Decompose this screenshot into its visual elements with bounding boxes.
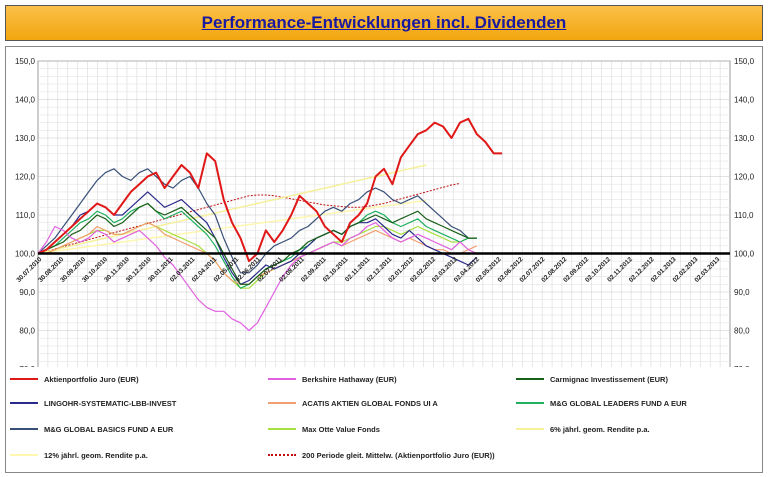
- chart-title: Performance-Entwicklungen incl. Dividend…: [201, 13, 567, 32]
- legend-label: 12% jährl. geom. Rendite p.a.: [44, 450, 148, 460]
- legend-label: Aktienportfolio Juro (EUR): [44, 374, 139, 384]
- chart-svg: 70,070,080,080,090,090,0100,0100,0110,01…: [15, 57, 755, 374]
- legend-label: M&G GLOBAL LEADERS FUND A EUR: [550, 398, 687, 408]
- legend-item: 6% jährl. geom. Rendite p.a.: [516, 423, 650, 435]
- legend-item: 12% jährl. geom. Rendite p.a.: [10, 449, 148, 461]
- y-tick-label-left: 80,0: [19, 327, 35, 336]
- legend-label: Berkshire Hathaway (EUR): [302, 374, 397, 384]
- y-tick-label-left: 140,0: [15, 96, 36, 105]
- legend-label: Max Otte Value Fonds: [302, 424, 380, 434]
- legend-label: M&G GLOBAL BASICS FUND A EUR: [44, 424, 174, 434]
- y-tick-label-right: 90,0: [734, 288, 750, 297]
- legend-swatch: [516, 428, 544, 430]
- legend-swatch: [516, 378, 544, 380]
- y-tick-label-right: 140,0: [734, 96, 755, 105]
- legend-item: Aktienportfolio Juro (EUR): [10, 373, 139, 385]
- y-tick-label-right: 100,0: [734, 250, 755, 259]
- y-tick-label-left: 90,0: [19, 288, 35, 297]
- legend: Aktienportfolio Juro (EUR) Berkshire Hat…: [6, 367, 762, 472]
- legend-item: Carmignac Investissement (EUR): [516, 373, 668, 385]
- y-tick-label-right: 110,0: [734, 211, 754, 220]
- y-tick-label-right: 120,0: [734, 173, 755, 182]
- y-tick-label-left: 130,0: [15, 134, 36, 143]
- legend-item: LINGOHR-SYSTEMATIC-LBB-INVEST: [10, 397, 176, 409]
- y-tick-label-right: 130,0: [734, 134, 755, 143]
- legend-item: M&G GLOBAL BASICS FUND A EUR: [10, 423, 173, 435]
- legend-swatch: [10, 402, 38, 404]
- legend-item: 200 Periode gleit. Mittelw. (Aktienportf…: [268, 449, 495, 461]
- series-line: [37, 182, 461, 254]
- y-tick-label-left: 100,0: [15, 250, 36, 259]
- legend-item: Max Otte Value Fonds: [268, 423, 380, 435]
- legend-label: LINGOHR-SYSTEMATIC-LBB-INVEST: [44, 398, 177, 408]
- y-tick-label-right: 150,0: [734, 57, 755, 66]
- legend-item: ACATIS AKTIEN GLOBAL FONDS UI A: [268, 397, 438, 409]
- series-line: [37, 202, 477, 285]
- legend-swatch: [10, 428, 38, 430]
- series-line: [37, 199, 427, 255]
- y-tick-label-left: 120,0: [15, 173, 36, 182]
- legend-swatch: [10, 378, 38, 380]
- legend-item: M&G GLOBAL LEADERS FUND A EUR: [516, 397, 687, 409]
- legend-label: 200 Periode gleit. Mittelw. (Aktienportf…: [302, 450, 495, 460]
- legend-label: ACATIS AKTIEN GLOBAL FONDS UI A: [302, 398, 438, 408]
- legend-item: Berkshire Hathaway (EUR): [268, 373, 397, 385]
- series-line: [37, 117, 503, 263]
- legend-swatch: [268, 428, 296, 430]
- legend-swatch: [268, 378, 296, 380]
- y-tick-label-right: 80,0: [734, 327, 750, 336]
- legend-label: Carmignac Investissement (EUR): [550, 374, 668, 384]
- title-bar: Performance-Entwicklungen incl. Dividend…: [5, 5, 763, 41]
- chart-frame: 70,070,080,080,090,090,0100,0100,0110,01…: [5, 46, 763, 473]
- series-line: [37, 164, 427, 255]
- legend-label: 6% jährl. geom. Rendite p.a.: [550, 424, 650, 434]
- legend-swatch: [516, 402, 544, 404]
- legend-swatch: [10, 454, 38, 456]
- series-line: [37, 168, 477, 274]
- y-tick-label-left: 150,0: [15, 57, 36, 66]
- legend-swatch: [268, 454, 296, 456]
- legend-swatch: [268, 402, 296, 404]
- y-tick-label-left: 110,0: [16, 211, 36, 220]
- series-line: [37, 222, 478, 332]
